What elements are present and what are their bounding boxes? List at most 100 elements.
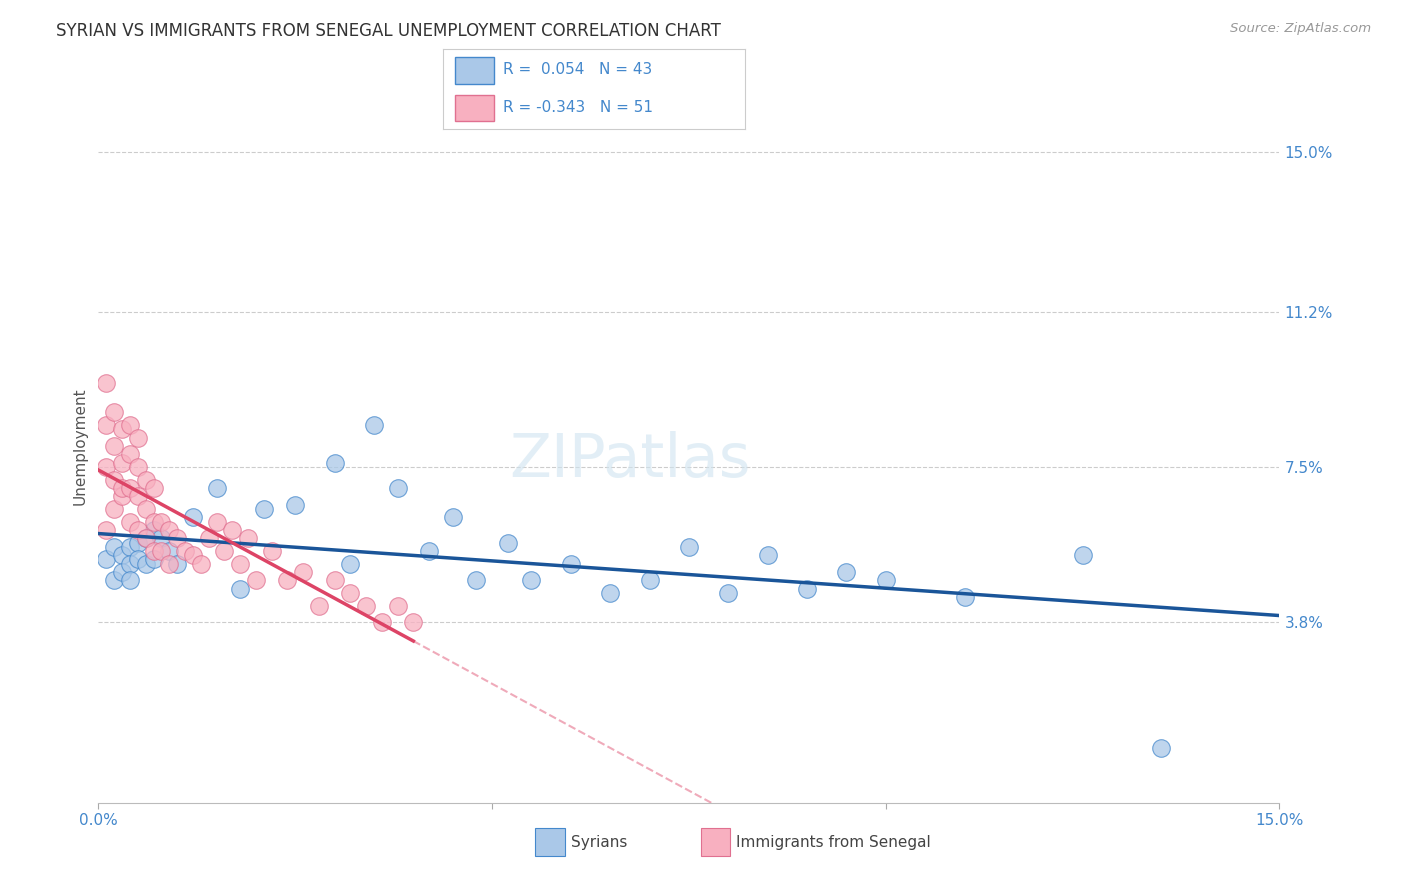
Point	[465, 574, 488, 588]
Point	[103, 439, 125, 453]
Point	[181, 510, 204, 524]
Point	[339, 557, 361, 571]
Point	[292, 565, 315, 579]
Point	[96, 376, 118, 390]
Point	[717, 586, 740, 600]
Point	[118, 574, 141, 588]
Point	[363, 417, 385, 432]
Point	[796, 582, 818, 596]
Point	[354, 599, 377, 613]
Point	[127, 552, 149, 566]
Point	[190, 557, 212, 571]
Point	[221, 523, 243, 537]
Point	[599, 586, 621, 600]
Point	[402, 615, 425, 630]
Bar	[456, 57, 495, 84]
Point	[157, 544, 180, 558]
Point	[118, 540, 141, 554]
Point	[276, 574, 298, 588]
Point	[103, 502, 125, 516]
Point	[135, 473, 157, 487]
Point	[371, 615, 394, 630]
Text: R = -0.343   N = 51: R = -0.343 N = 51	[503, 100, 654, 115]
Point	[953, 590, 976, 604]
Point	[142, 515, 165, 529]
Point	[197, 532, 219, 546]
Point	[245, 574, 267, 588]
Point	[638, 574, 661, 588]
Point	[111, 489, 134, 503]
Text: ZIPatlas: ZIPatlas	[509, 431, 751, 490]
Point	[135, 532, 157, 546]
Point	[1150, 741, 1173, 756]
Point	[205, 515, 228, 529]
Point	[520, 574, 543, 588]
Point	[835, 565, 858, 579]
Point	[142, 544, 165, 558]
Point	[118, 447, 141, 461]
Point	[323, 574, 346, 588]
Point	[678, 540, 700, 554]
Point	[135, 532, 157, 546]
Bar	[456, 95, 495, 121]
Point	[150, 532, 173, 546]
Point	[260, 544, 283, 558]
Point	[387, 599, 409, 613]
Point	[111, 456, 134, 470]
Point	[111, 422, 134, 436]
Point	[441, 510, 464, 524]
Point	[142, 552, 165, 566]
Point	[127, 489, 149, 503]
Point	[127, 523, 149, 537]
Point	[118, 557, 141, 571]
Point	[111, 481, 134, 495]
Text: R =  0.054   N = 43: R = 0.054 N = 43	[503, 62, 652, 78]
Point	[756, 548, 779, 562]
Point	[284, 498, 307, 512]
Point	[103, 540, 125, 554]
Point	[111, 548, 134, 562]
Point	[142, 523, 165, 537]
Point	[150, 515, 173, 529]
Text: SYRIAN VS IMMIGRANTS FROM SENEGAL UNEMPLOYMENT CORRELATION CHART: SYRIAN VS IMMIGRANTS FROM SENEGAL UNEMPL…	[56, 22, 721, 40]
Point	[229, 557, 252, 571]
Point	[229, 582, 252, 596]
Point	[142, 481, 165, 495]
Point	[135, 502, 157, 516]
Point	[214, 544, 236, 558]
Point	[166, 557, 188, 571]
Bar	[700, 828, 730, 856]
Point	[103, 574, 125, 588]
Point	[157, 557, 180, 571]
Point	[96, 460, 118, 475]
Point	[174, 544, 197, 558]
Text: Syrians: Syrians	[571, 835, 627, 849]
Text: Immigrants from Senegal: Immigrants from Senegal	[737, 835, 931, 849]
Point	[323, 456, 346, 470]
Point	[118, 417, 141, 432]
Text: Source: ZipAtlas.com: Source: ZipAtlas.com	[1230, 22, 1371, 36]
Point	[103, 405, 125, 419]
Point	[205, 481, 228, 495]
Point	[875, 574, 897, 588]
Point	[111, 565, 134, 579]
Point	[181, 548, 204, 562]
Point	[253, 502, 276, 516]
Point	[96, 523, 118, 537]
Point	[96, 552, 118, 566]
Point	[103, 473, 125, 487]
Y-axis label: Unemployment: Unemployment	[72, 387, 87, 505]
Point	[496, 535, 519, 549]
Point	[118, 481, 141, 495]
Point	[127, 431, 149, 445]
Point	[418, 544, 440, 558]
Point	[157, 523, 180, 537]
Point	[339, 586, 361, 600]
Point	[166, 532, 188, 546]
Point	[560, 557, 582, 571]
Point	[118, 515, 141, 529]
Point	[127, 535, 149, 549]
Point	[387, 481, 409, 495]
Point	[150, 544, 173, 558]
Bar	[536, 828, 565, 856]
